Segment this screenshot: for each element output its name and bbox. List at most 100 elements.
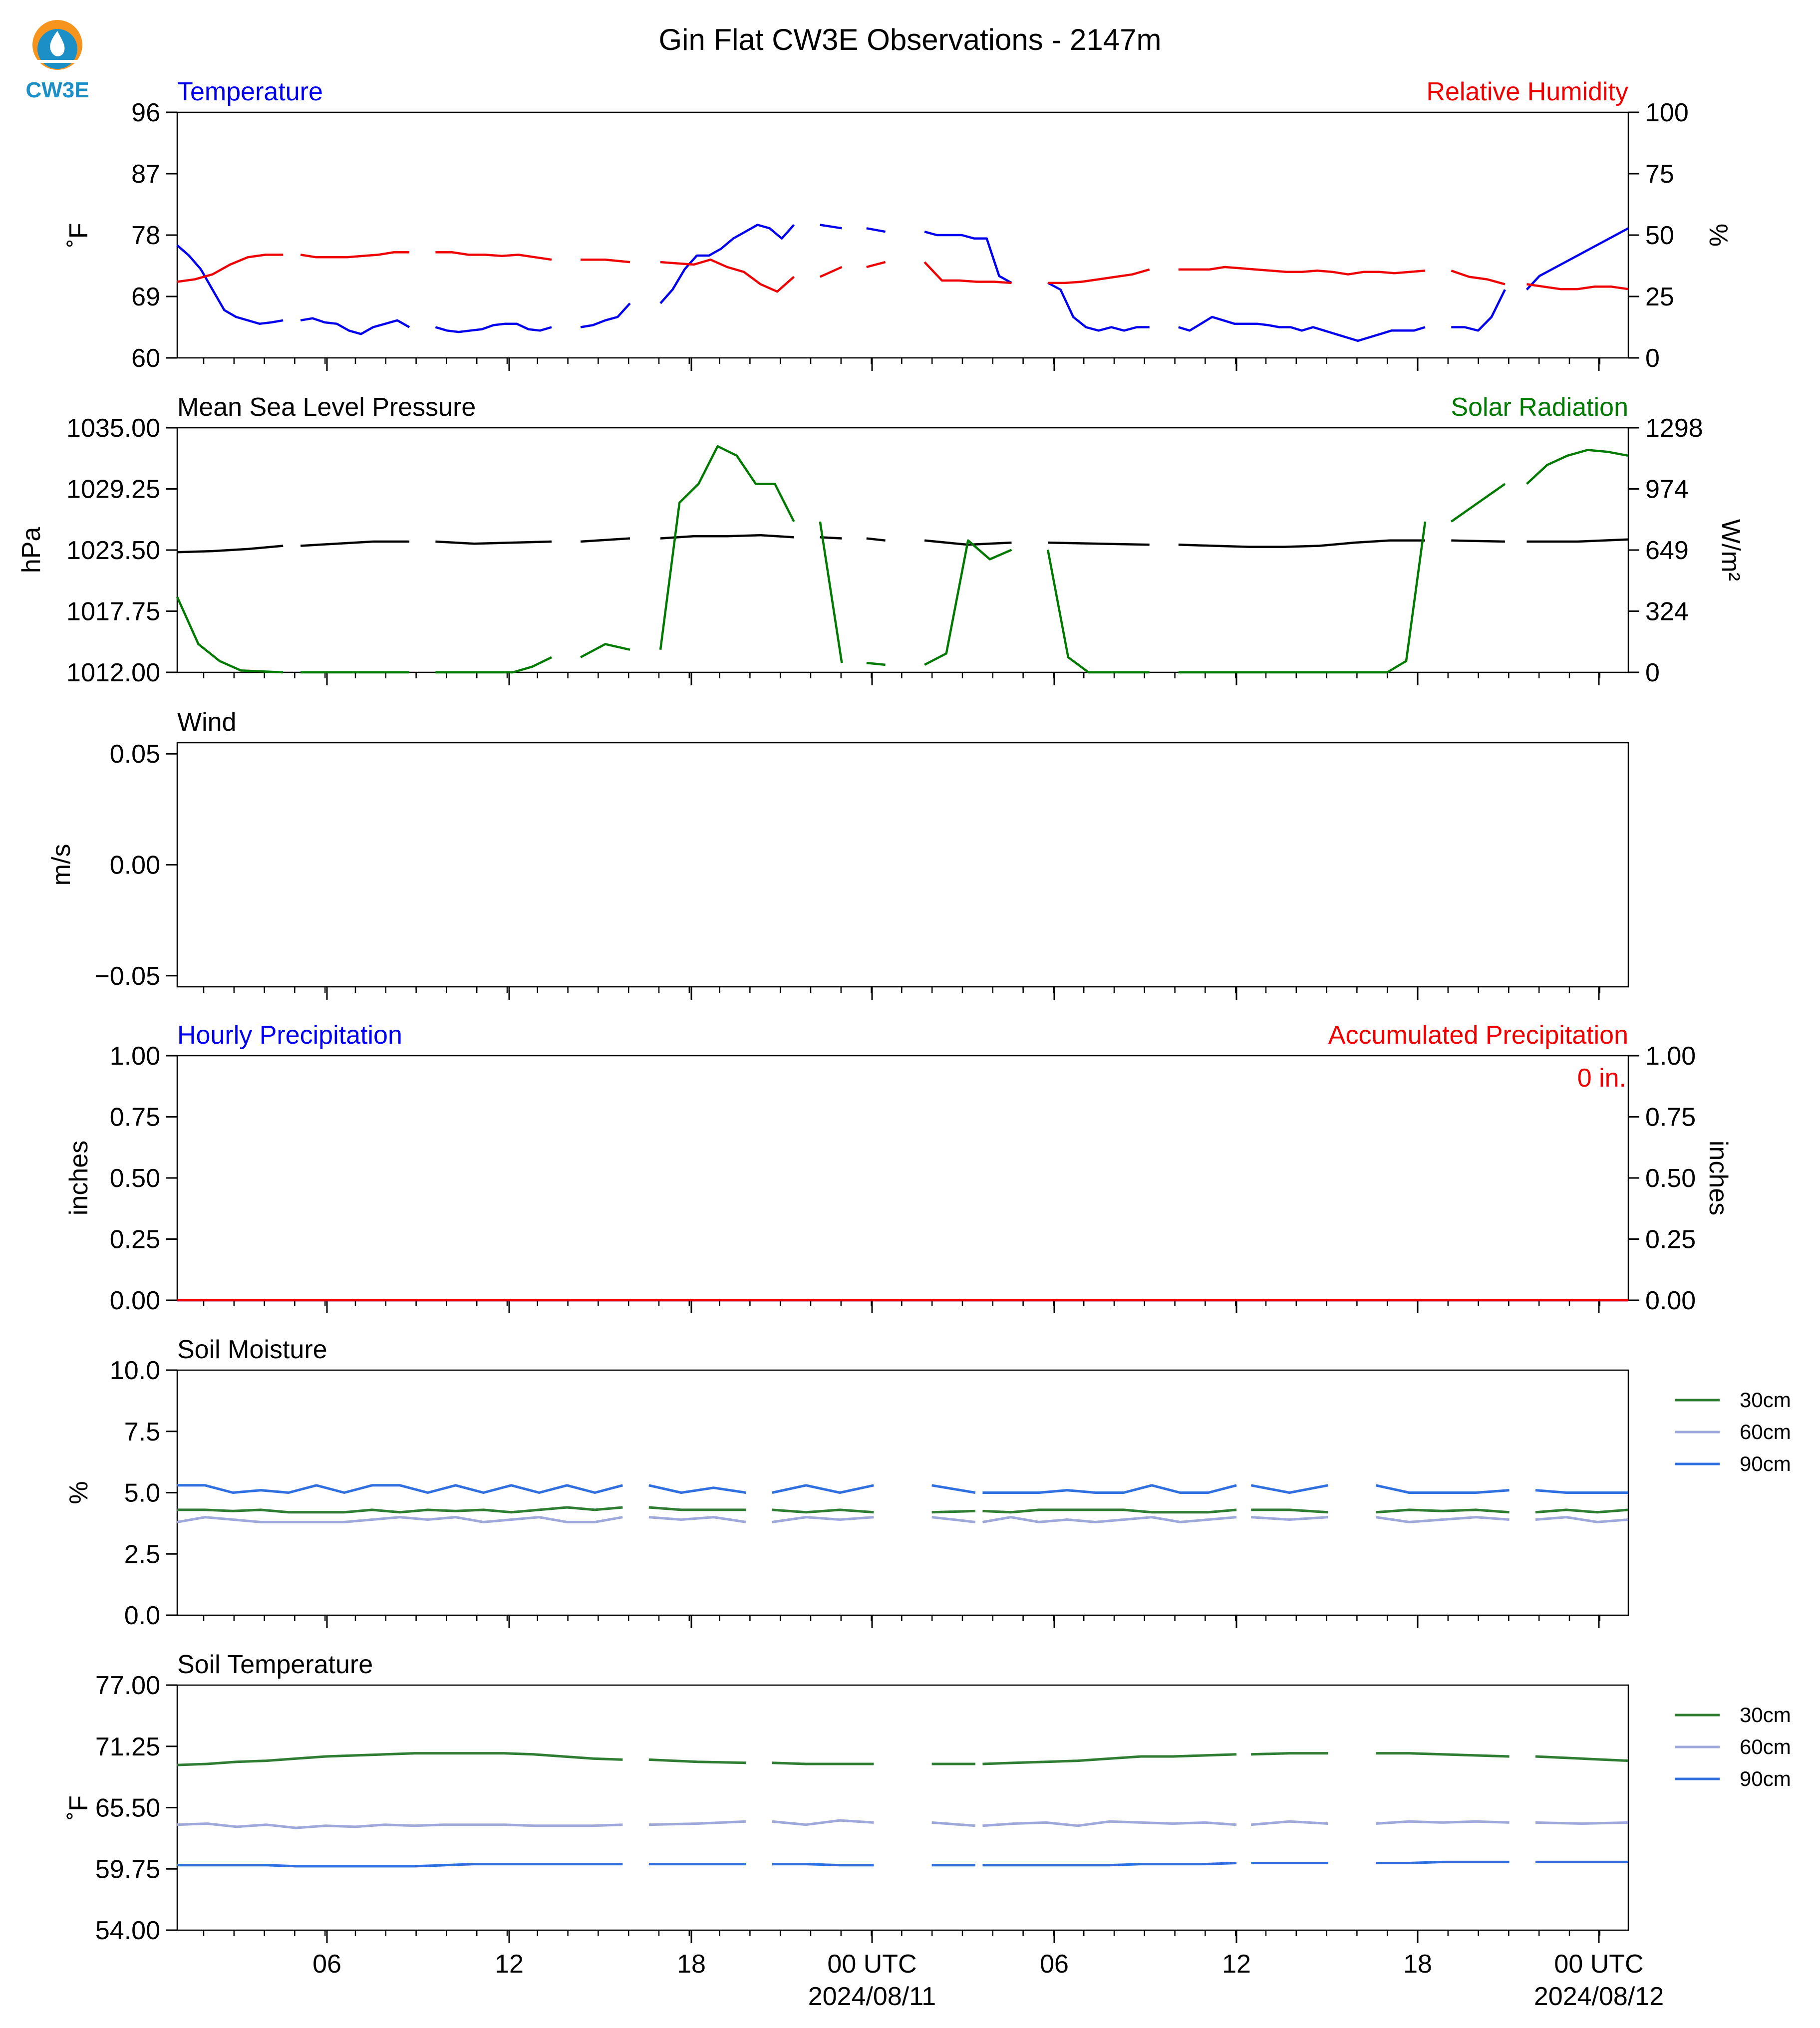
panel-4-y-tick-label-1: 0.25 [110, 1225, 160, 1254]
panel-6-series-1-segment-6 [1376, 1820, 1510, 1825]
panel-6-series-0-segment-6 [1376, 1752, 1510, 1758]
panel-2-title-right: Solar Radiation [1451, 393, 1628, 422]
panel-6-series-2-segment-4 [982, 1862, 1237, 1867]
panel-6-series-2-segment-2 [772, 1863, 874, 1867]
panel-2-series-0-segment-8 [1048, 541, 1150, 546]
panel-5-series-1-segment-1 [648, 1516, 746, 1523]
panel-2-y-tick-label-3: 1029.25 [66, 475, 160, 504]
panel-1-series-0-segment-5 [820, 224, 842, 230]
panel-2-series-1-segment-2 [435, 656, 552, 674]
panel-4-y-right-tick-label-1: 0.25 [1645, 1225, 1696, 1254]
panel-6-series-0-segment-5 [1251, 1752, 1328, 1756]
panel-6-series-1-segment-0 [177, 1822, 623, 1829]
panel-1-title: Temperature [177, 77, 323, 106]
panel-5-y-label: % [64, 1481, 93, 1504]
panel-1-series-0-segment-0 [176, 244, 284, 325]
panel-4-y-tick-label-2: 0.50 [110, 1164, 160, 1193]
panel-4-y-right-tick-label-4: 1.00 [1645, 1042, 1696, 1071]
panel-4-y-right-label: inches [1704, 1141, 1733, 1215]
panel-6-y-tick-label-4: 77.00 [95, 1671, 160, 1700]
x-tick-label-5: 12 [1222, 1950, 1251, 1979]
panel-4-y-right-tick-label-2: 0.50 [1645, 1164, 1696, 1193]
panel-5-legend-label-2: 90cm [1740, 1452, 1791, 1475]
panel-2-series-0-segment-0 [177, 545, 284, 554]
figure-title: Gin Flat CW3E Observations - 2147m [658, 23, 1161, 56]
panel-5-series-2-segment-0 [177, 1484, 623, 1494]
panel-2-y-right-tick-label-4: 1298 [1645, 414, 1703, 443]
cw3e-logo: CW3E [25, 20, 89, 102]
panel-1-series-0-segment-8 [1047, 282, 1150, 332]
panel-2-series-1-segment-5 [819, 521, 843, 663]
panel-4-frame [176, 1055, 1629, 1301]
panel-2-series-1-segment-3 [580, 643, 630, 658]
panel-5-y-tick-label-0: 0.0 [124, 1601, 160, 1630]
panel-4-y-right-tick-label-3: 0.75 [1645, 1103, 1696, 1132]
panel-4-title-right: Accumulated Precipitation [1328, 1021, 1628, 1050]
panel-5-series-2-segment-3 [931, 1484, 976, 1494]
panel-1-series-0-segment-4 [659, 224, 795, 304]
panel-6-series-0-segment-1 [648, 1758, 746, 1764]
panel-5-legend-label-0: 30cm [1740, 1388, 1791, 1412]
panel-5-series-0-segment-3 [931, 1509, 975, 1514]
x-tick-label-1: 12 [495, 1950, 524, 1979]
panel-6-series-2-segment-6 [1376, 1860, 1510, 1864]
panel-5-series-1-segment-0 [177, 1516, 623, 1523]
panel-1-series-1-segment-7 [923, 261, 1012, 285]
panel-2-y-right-tick-label-0: 0 [1645, 658, 1660, 687]
panel-2-series-0-segment-3 [580, 537, 630, 543]
panel-2-y-right-tick-label-3: 974 [1645, 475, 1689, 504]
panel-2-y-tick-label-1: 1017.75 [66, 597, 160, 626]
panel-2-y-right-label: W/m² [1716, 519, 1745, 581]
panel-1-series-0-segment-7 [924, 231, 1012, 284]
panel-2-y-right-tick-label-1: 324 [1645, 597, 1689, 626]
panel-5-series-2-segment-7 [1535, 1489, 1628, 1494]
panel-1-series-1-segment-10 [1451, 270, 1506, 286]
panel-5-series-1-segment-3 [931, 1516, 976, 1523]
x-tick-label-2: 18 [677, 1950, 706, 1979]
panel-2-y-label: hPa [17, 527, 46, 574]
panel-6-series-0-segment-4 [982, 1753, 1237, 1765]
panel-2-series-0-segment-11 [1526, 538, 1629, 543]
panel-5-series-1-segment-2 [772, 1516, 874, 1523]
panel-1-series-1-segment-4 [660, 258, 795, 293]
panel-1-y-right-tick-label-0: 0 [1645, 344, 1660, 373]
panel-6-series-1-segment-7 [1535, 1821, 1629, 1825]
panel-6-y-tick-label-1: 59.75 [95, 1855, 160, 1884]
panel-4-y-right-tick-label-0: 0.00 [1645, 1286, 1696, 1315]
panel-5-y-tick-label-3: 7.5 [124, 1418, 160, 1447]
panel-2-title: Mean Sea Level Pressure [177, 393, 476, 422]
panel-1-series-1-segment-3 [581, 258, 630, 264]
panel-2-y-tick-label-4: 1035.00 [66, 414, 160, 443]
panel-1-series-1-segment-8 [1048, 268, 1150, 285]
panel-5-series-1-segment-4 [982, 1516, 1237, 1523]
panel-3-y-tick-label-1: 0.00 [110, 851, 160, 880]
panel-3-y-tick-label-2: 0.05 [110, 740, 160, 769]
panel-1-y-label: ˚F [64, 223, 93, 247]
panel-6-series-0-segment-0 [177, 1752, 623, 1766]
panel-1-y-tick-label-3: 87 [131, 160, 160, 189]
x-tick-label-3: 00 UTC [827, 1950, 916, 1979]
logo-text: CW3E [25, 78, 89, 102]
panel-2-series-1-segment-4 [659, 445, 795, 650]
panel-5-series-0-segment-0 [177, 1506, 623, 1514]
panel-1-y-right-label: % [1704, 224, 1733, 247]
panel-1-series-0-segment-6 [866, 227, 886, 233]
panel-1-series-1-segment-9 [1178, 266, 1426, 276]
panel-2-series-0-segment-10 [1451, 539, 1505, 543]
panel-4-y-tick-label-4: 1.00 [110, 1042, 160, 1071]
panel-1-series-1-segment-2 [435, 251, 552, 261]
panel-2-series-0-segment-9 [1178, 539, 1425, 548]
panel-4-y-tick-label-0: 0.00 [110, 1286, 160, 1315]
x-tick-label-0: 06 [312, 1950, 341, 1979]
panel-2-series-0-segment-5 [820, 536, 842, 540]
panel-1-series-0-segment-9 [1178, 315, 1426, 342]
panel-5-series-0-segment-7 [1535, 1508, 1629, 1514]
panel-2-series-1-segment-0 [176, 596, 284, 674]
panel-5-series-2-segment-1 [648, 1484, 746, 1494]
panel-6-series-0-segment-2 [772, 1761, 874, 1765]
panel-1-series-1-segment-1 [300, 251, 410, 259]
panel-2-y-right-tick-label-2: 649 [1645, 536, 1689, 565]
panel-1-series-0-segment-3 [580, 302, 631, 328]
panel-6-y-tick-label-3: 71.25 [95, 1733, 160, 1761]
